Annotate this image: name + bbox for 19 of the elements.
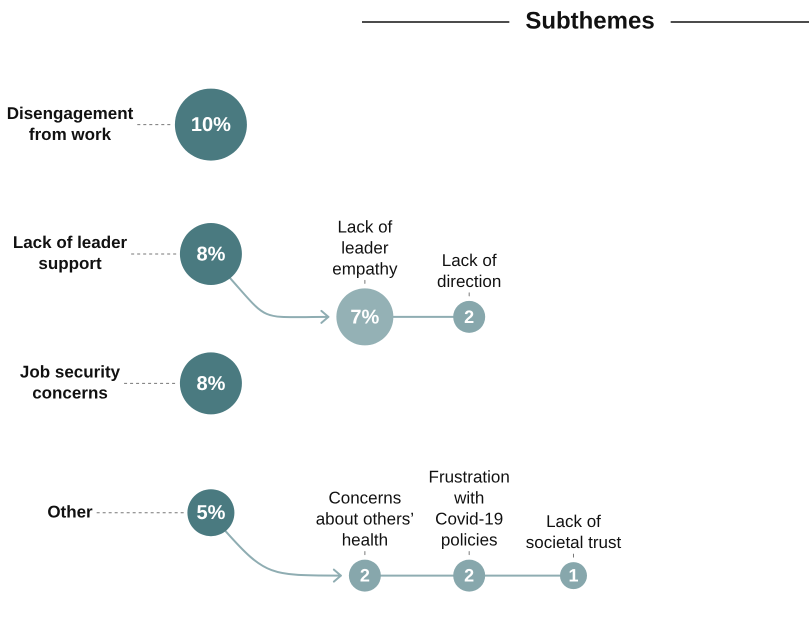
category-label: Other <box>47 502 94 522</box>
series-label: Lack of societal trust <box>526 512 622 552</box>
series-label: Lack of leader empathy <box>332 217 398 278</box>
category-label: Lack of leader support <box>12 233 128 274</box>
category-label: Job security concerns <box>20 362 121 403</box>
text: Concerns about others’ health <box>316 488 414 550</box>
data-label: 1 <box>568 566 578 586</box>
data-label: 2 <box>464 306 474 327</box>
data-label: 8% <box>196 372 226 395</box>
data-label: 2 <box>360 566 370 586</box>
data-label: 5% <box>196 502 226 524</box>
series-label: Lack of direction <box>437 250 502 291</box>
series-label: Frustration with Covid-19 policies <box>428 468 510 550</box>
data-label: 10% <box>190 114 232 136</box>
data-label: 2 <box>464 566 474 586</box>
text: Subthemes <box>525 8 655 35</box>
data-label: 7% <box>350 306 380 328</box>
category-label: Disengagement from work <box>6 104 134 144</box>
data-label: 8% <box>196 243 226 266</box>
